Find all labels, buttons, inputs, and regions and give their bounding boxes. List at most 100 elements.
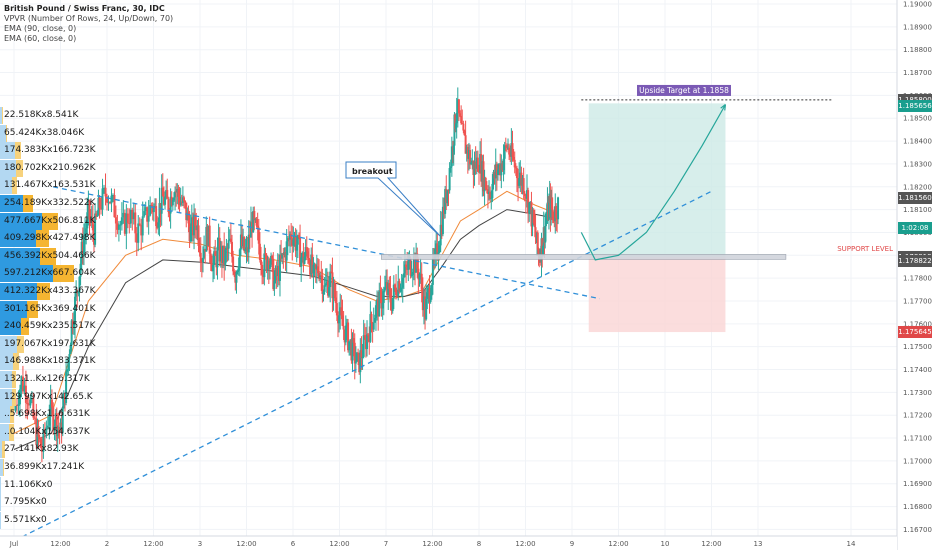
candle-body <box>206 226 209 246</box>
candle-body <box>217 237 220 247</box>
lower-trendline[interactable] <box>13 190 712 542</box>
breakout-callout-text: breakout <box>352 167 393 176</box>
candle-body <box>117 224 120 230</box>
stop-zone[interactable] <box>588 256 726 333</box>
candle-body <box>316 266 319 274</box>
candle-body <box>150 205 153 207</box>
candle-body <box>469 150 472 165</box>
candle-body <box>52 407 55 430</box>
candle-body <box>230 241 233 257</box>
projection-curve[interactable] <box>580 104 727 261</box>
candle-body <box>547 202 550 220</box>
candle-body <box>178 196 181 205</box>
candle-body <box>97 197 100 216</box>
candle-body <box>351 338 354 361</box>
drawings[interactable]: SUPPORT LEVEL <box>13 99 893 542</box>
candle-body <box>33 417 36 419</box>
candle-body <box>490 198 493 200</box>
target-zone[interactable] <box>588 103 726 257</box>
candle-body <box>398 281 401 292</box>
candle-body <box>390 302 393 312</box>
candle-body <box>160 187 163 214</box>
candle-body <box>422 296 425 311</box>
candle-body <box>260 259 263 265</box>
candle-body <box>486 189 489 194</box>
candle-body <box>80 241 83 264</box>
candle-body <box>479 154 482 173</box>
price-tag: 1.178822 <box>898 255 932 268</box>
candle-body <box>122 212 125 218</box>
candle-body <box>302 252 305 264</box>
legend-ema-90[interactable]: EMA (90, close, 0) <box>4 24 77 33</box>
candle-body <box>484 177 487 190</box>
chart-legend: British Pound / Swiss Franc, 30, IDC VPV… <box>4 4 173 44</box>
candle-body <box>88 200 91 220</box>
candle-body <box>551 209 554 212</box>
price-tick-label: 1.185000 <box>903 115 932 123</box>
candle-body <box>199 252 202 263</box>
candle-body <box>397 281 400 296</box>
candle-body <box>204 248 207 252</box>
candle-body <box>215 255 218 268</box>
candle-body <box>17 404 20 406</box>
candle-body <box>261 264 264 275</box>
candle-body <box>389 289 392 303</box>
support-level-label: SUPPORT LEVEL <box>837 245 893 253</box>
candle-body <box>514 167 517 169</box>
candle-body <box>191 217 194 236</box>
time-axis-background <box>0 536 897 550</box>
candle-body <box>354 361 357 364</box>
candle-body <box>187 212 190 224</box>
time-tick-label: 12:00 <box>515 540 535 548</box>
candle-body <box>216 246 219 268</box>
candle-body <box>149 205 152 216</box>
candle-body <box>483 177 486 192</box>
candle-body <box>85 228 88 234</box>
candle-body <box>63 392 66 403</box>
candle-body <box>401 277 404 288</box>
candle-body <box>303 256 306 264</box>
candle-body <box>147 215 150 222</box>
candle-body <box>331 272 334 299</box>
legend-vpvr[interactable]: VPVR (Number Of Rows, 24, Up/Down, 70) <box>4 14 174 23</box>
candle-body <box>377 299 380 317</box>
legend-symbol-title[interactable]: British Pound / Swiss Franc, 30, IDC <box>4 4 165 13</box>
long-position-box[interactable] <box>588 103 726 333</box>
upside-target-label-bg[interactable] <box>637 84 731 96</box>
candle-body <box>347 322 350 351</box>
candle-body <box>345 322 348 326</box>
candle-body <box>92 230 95 245</box>
candle-body <box>258 243 261 260</box>
price-tag: 1.185656 <box>898 99 932 112</box>
callouts[interactable]: breakout Upside Target at 1.1858 <box>345 84 731 237</box>
candle-body <box>55 413 58 437</box>
price-axis-background <box>897 0 932 550</box>
legend-ema-60[interactable]: EMA (60, close, 0) <box>4 34 77 43</box>
candle-body <box>359 350 362 373</box>
candle-body <box>492 171 495 184</box>
candle-body <box>193 214 196 236</box>
candle-body <box>396 295 399 297</box>
support-level-band[interactable] <box>381 254 787 260</box>
candle-body <box>489 191 492 199</box>
candle-body <box>40 447 43 452</box>
candle-body <box>26 402 29 405</box>
candle-body <box>87 200 90 213</box>
candle-body <box>399 288 402 292</box>
candle-body <box>38 437 41 439</box>
breakout-callout-shape[interactable] <box>345 161 441 237</box>
candle-body <box>180 201 183 203</box>
candle-body <box>332 282 335 299</box>
candle-body <box>491 183 494 199</box>
upper-trendline[interactable] <box>52 186 601 300</box>
candle-body <box>290 234 293 239</box>
candle-body <box>466 147 469 159</box>
candle-body <box>201 257 204 263</box>
candle-body <box>387 282 390 296</box>
grid <box>0 0 897 536</box>
candle-body <box>555 206 558 219</box>
candles <box>14 87 560 463</box>
candle-body <box>480 154 483 182</box>
candle-body <box>257 227 260 244</box>
